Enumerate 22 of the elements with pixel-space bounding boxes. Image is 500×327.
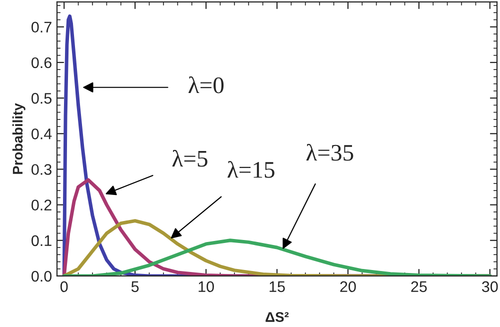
y-tick-label: 0.2 [32,200,52,210]
y-tick-label: 0.3 [32,164,52,175]
y-tick-label: 0.6 [32,57,52,68]
x-tick-label: 10 [198,281,214,292]
y-tick-label: 0.1 [32,235,52,246]
annotation: λ=35 [306,144,354,161]
x-tick-label: 20 [340,281,356,292]
x-tick-label: 5 [131,281,139,292]
annotation: λ=15 [228,161,274,178]
x-tick-label: 25 [411,281,427,292]
y-axis-title: Probability [12,103,26,174]
x-tick-label: 15 [270,281,285,292]
y-tick-label: 0.5 [32,92,52,104]
y-tick-label: 0.0 [32,270,52,282]
y-tick-label: 0.4 [32,128,52,140]
line-series [62,238,492,276]
y-tick-label: 0.7 [32,22,52,33]
x-tick-label: 0 [60,281,68,292]
annotation: λ=0 [188,76,224,94]
annotation: λ=5 [172,150,208,167]
x-axis-title: ΔS² [266,312,289,322]
x-tick-label: 30 [482,281,498,292]
